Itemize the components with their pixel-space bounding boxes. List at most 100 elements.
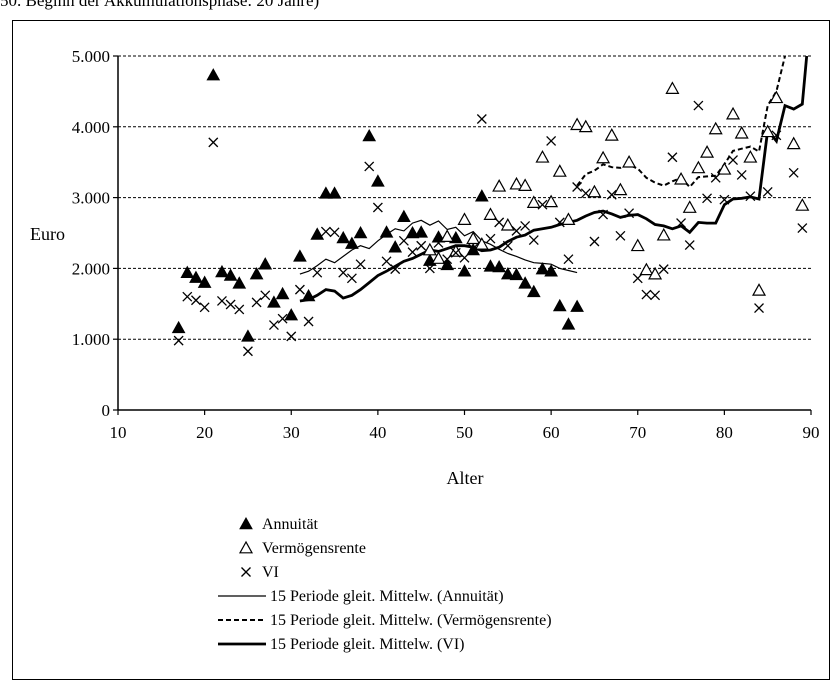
vi-point (693, 100, 704, 111)
y-tick-label: 1.000 (72, 330, 110, 349)
data-markers (171, 68, 810, 357)
vermoegensrente-point (795, 198, 810, 211)
vi-point (338, 267, 349, 278)
moving-average-vermoegensrente-line (576, 56, 786, 189)
y-tick-label: 0 (102, 401, 111, 420)
annuitaet-point (405, 225, 420, 239)
annuitaet-point (293, 249, 307, 262)
vi-point (294, 284, 305, 295)
annuitaet-point (180, 265, 195, 278)
legend-swatch-vi-point (241, 567, 251, 577)
vermoegensrente-point (786, 136, 801, 150)
annuitaet-point (197, 275, 212, 288)
vi-point (788, 167, 799, 178)
vermoegensrente-point (518, 178, 533, 191)
x-axis-title: Alter (447, 468, 484, 488)
vermoegensrente-point (552, 164, 567, 177)
x-tick-label: 50 (456, 423, 473, 442)
vi-point (546, 136, 557, 146)
vi-point (372, 202, 383, 213)
vi-point (303, 316, 314, 327)
annuitaet-point (284, 308, 299, 321)
vi-point (771, 130, 782, 141)
vermoegensrente-point (691, 160, 706, 174)
vi-point (632, 273, 643, 284)
annuitaet-point (397, 209, 411, 223)
legend-label: Annuität (262, 516, 319, 533)
legend-swatch-vermoegensrente-point (238, 540, 254, 554)
vermoegensrente-point (674, 171, 689, 185)
vermoegensrente-point (526, 195, 541, 208)
x-tick-label: 60 (543, 423, 560, 442)
chart-caption: 50. Beginn der Akkumulationsphase: 20 Ja… (0, 0, 320, 10)
annuitaet-point (544, 264, 558, 277)
vi-point (572, 182, 583, 192)
vermoegensrente-point (422, 242, 437, 256)
vi-point (320, 226, 331, 237)
x-tick-label: 70 (629, 423, 646, 442)
vermoegensrente-point (431, 251, 446, 264)
vermoegensrente-point (622, 154, 637, 168)
legend-swatch-annuitaet-point (239, 516, 253, 530)
vi-point (390, 264, 401, 275)
annuitaet-point (414, 225, 429, 238)
vermoegensrente-point (734, 125, 749, 139)
vermoegensrente-point (466, 231, 481, 245)
annuitaet-point (267, 295, 281, 308)
vi-point (346, 273, 357, 284)
vi-point (468, 243, 479, 254)
vi-point (754, 303, 764, 314)
vermoegensrente-point (457, 212, 472, 225)
annuitaet-point (526, 284, 541, 298)
vermoegensrente-point (769, 90, 784, 104)
annuitaet-point (552, 298, 567, 312)
vi-point (762, 186, 773, 197)
vermoegensrente-point (596, 150, 611, 164)
vermoegensrente-point (682, 200, 697, 213)
vi-point (528, 235, 539, 246)
annuitaet-point (371, 174, 385, 187)
vi-point (598, 209, 609, 220)
annuitaet-point (509, 267, 524, 281)
moving-average-annuitaet-line (299, 219, 578, 275)
vi-point (494, 217, 505, 228)
vi-point (589, 236, 600, 247)
annuitaet-point (301, 288, 316, 302)
vermoegensrente-point (483, 207, 498, 220)
vi-point (199, 302, 210, 313)
legend-label: 15 Periode gleit. Mittelw. (Annuität) (270, 588, 504, 605)
vermoegensrente-point (474, 237, 489, 250)
vermoegensrente-point (665, 81, 680, 94)
vermoegensrente-point (708, 121, 723, 135)
annuitaet-point (570, 299, 584, 312)
legend-label: VI (262, 564, 279, 581)
legend-label: Vermögensrente (262, 540, 366, 557)
annuitaet-point (535, 262, 550, 275)
vermoegensrente-point (613, 182, 628, 196)
vi-point (234, 304, 245, 315)
vermoegensrente-point (587, 184, 602, 198)
vi-point (277, 313, 288, 324)
vi-point (676, 218, 687, 229)
vi-point (684, 240, 695, 250)
annuitaet-point (327, 186, 342, 199)
vi-point (329, 227, 340, 238)
vi-point (667, 152, 678, 163)
vi-point (502, 240, 513, 251)
vi-point (381, 256, 392, 267)
annuitaet-point (336, 230, 351, 244)
vermoegensrente-point (570, 117, 585, 131)
vermoegensrente-point (561, 212, 576, 225)
annuitaet-point (440, 257, 455, 271)
vi-point (450, 247, 461, 258)
annuitaet-point (362, 128, 377, 142)
annuitaet-point (483, 259, 498, 272)
vi-point (511, 225, 522, 236)
vi-point (459, 252, 470, 263)
legend-label: 15 Periode gleit. Mittelw. (VI) (270, 636, 464, 653)
vi-point (416, 240, 427, 251)
annuitaet-point (492, 259, 506, 273)
vi-point (208, 137, 219, 148)
x-tick-label: 40 (369, 423, 386, 442)
